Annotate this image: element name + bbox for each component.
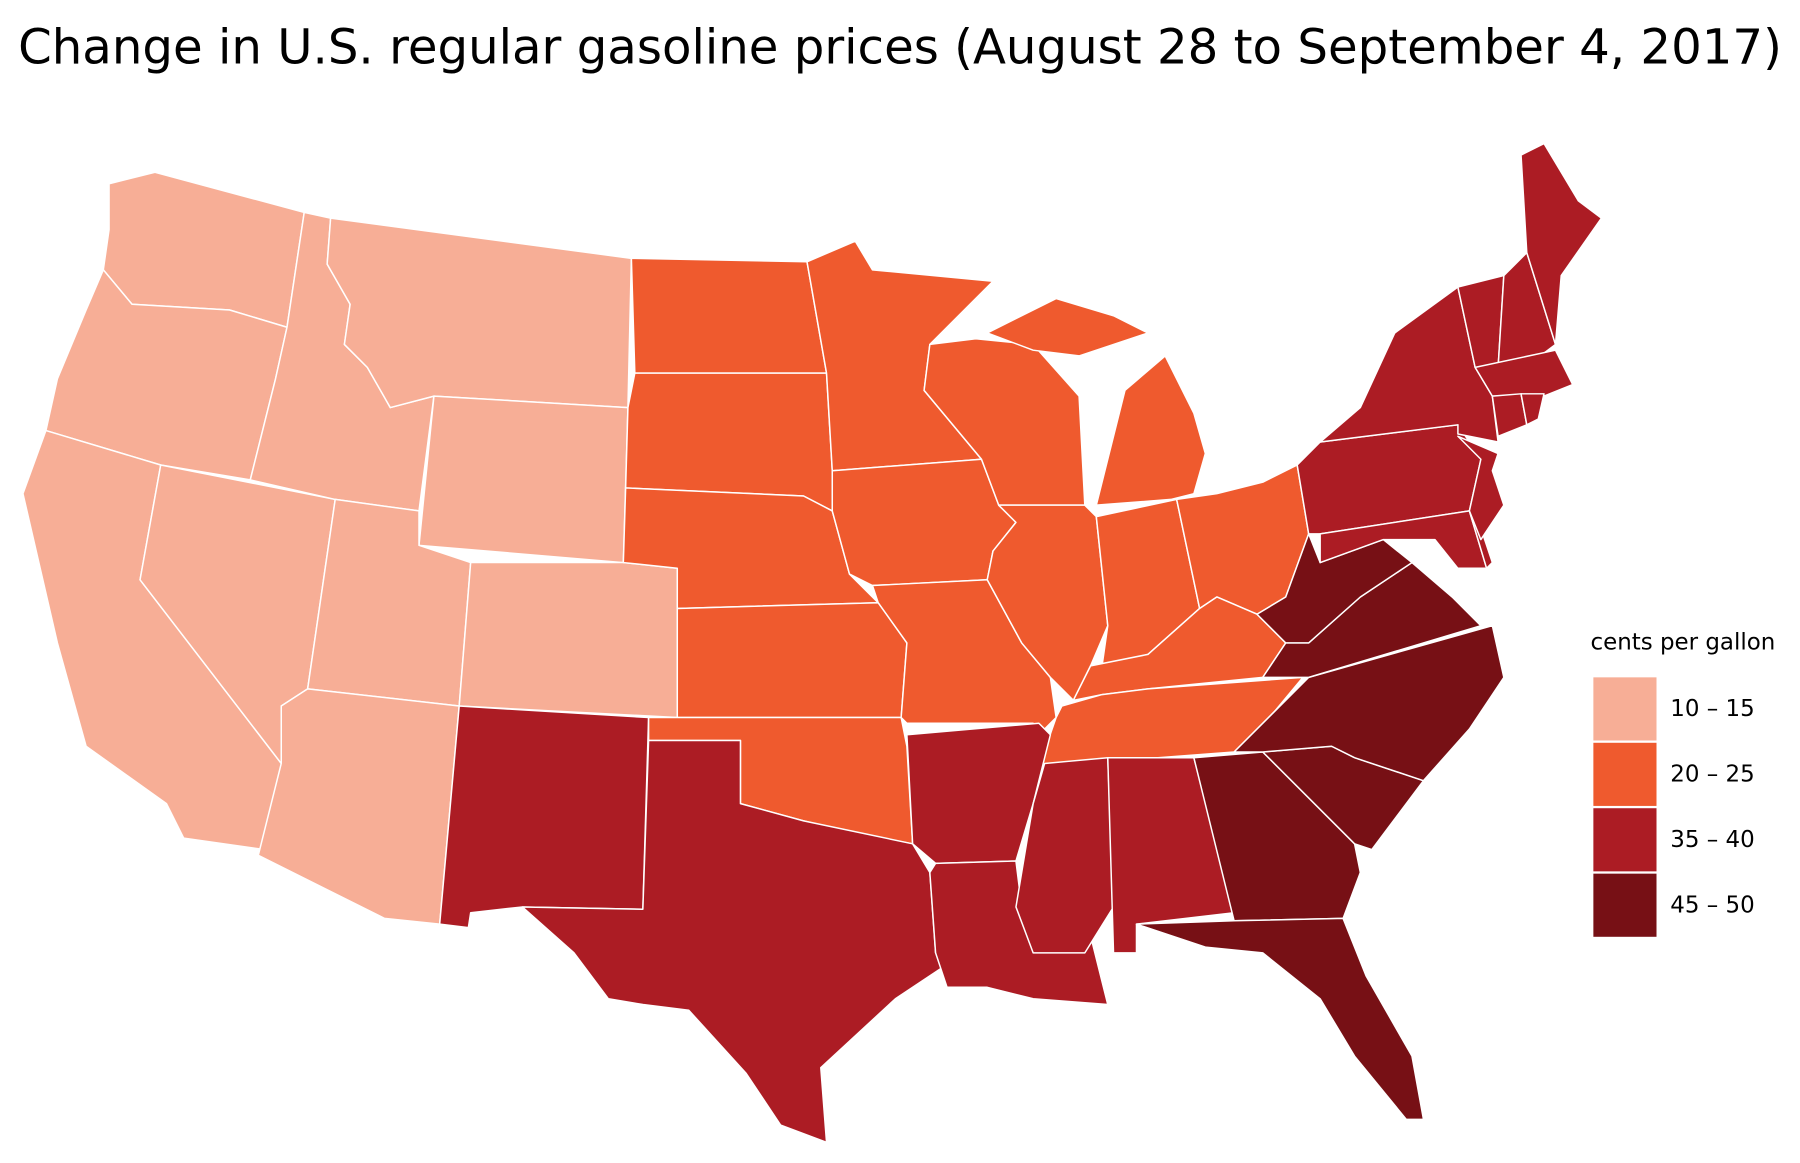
- state: [257, 688, 460, 925]
- state: [1095, 355, 1207, 506]
- legend: 10 – 15 20 – 25 35 – 40 45 – 50: [1593, 677, 1755, 937]
- state: [1457, 435, 1505, 541]
- state: [676, 601, 908, 719]
- legend-swatch: [1593, 677, 1657, 741]
- legend-label: 10 – 15: [1670, 696, 1754, 722]
- state: [1474, 349, 1574, 397]
- legend-swatch: [1593, 742, 1657, 806]
- legend-title: cents per gallon: [1590, 629, 1775, 655]
- state: [986, 297, 1149, 357]
- state: [1520, 142, 1603, 346]
- legend-swatch: [1593, 873, 1657, 937]
- us-map: [22, 142, 1603, 1144]
- state: [1135, 917, 1425, 1121]
- map-title: Change in U.S. regular gasoline prices (…: [18, 20, 1782, 76]
- state: [418, 395, 629, 564]
- state: [630, 257, 828, 374]
- state: [1233, 624, 1505, 782]
- state: [458, 561, 679, 719]
- state: [1256, 533, 1413, 644]
- state: [906, 722, 1052, 865]
- legend-label: 20 – 25: [1670, 761, 1754, 787]
- legend-label: 45 – 50: [1670, 892, 1754, 918]
- state: [521, 739, 948, 1144]
- state: [1520, 393, 1545, 426]
- state: [326, 217, 633, 409]
- state: [438, 705, 650, 929]
- state: [986, 504, 1109, 702]
- legend-swatch: [1593, 808, 1657, 872]
- legend-label: 35 – 40: [1670, 827, 1754, 853]
